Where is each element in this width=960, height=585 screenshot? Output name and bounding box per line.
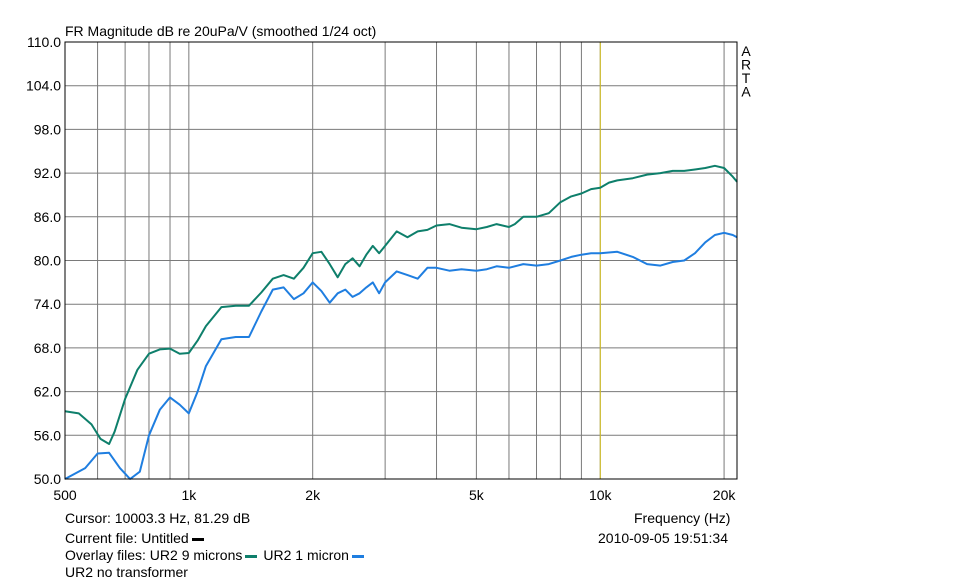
y-tick-label: 86.0 [34, 209, 61, 225]
current-file-line: Current file: Untitled [65, 530, 210, 546]
watermark-letter: T [742, 70, 751, 86]
y-tick-labels: 50.0 56.0 62.0 68.0 74.0 80.0 86.0 92.0 98.0 104.… [26, 34, 61, 487]
overlay-swatch-1-micron [351, 554, 364, 558]
overlay-swatch-9-microns [245, 554, 258, 558]
y-tick-label: 56.0 [34, 427, 61, 443]
grid [65, 42, 737, 479]
y-tick-label: 80.0 [34, 253, 61, 269]
overlay-files-line: Overlay files: UR2 9 microns UR2 1 micron [65, 547, 370, 563]
x-tick-label: 10k [589, 487, 613, 503]
current-file-swatch [191, 537, 204, 541]
y-tick-label: 98.0 [34, 121, 61, 137]
cursor-readout: Cursor: 10003.3 Hz, 81.29 dB [65, 510, 251, 526]
overlay-file-3: UR2 no transformer [65, 564, 188, 580]
timestamp: 2010-09-05 19:51:34 [598, 530, 728, 546]
y-tick-label: 92.0 [34, 165, 61, 181]
x-tick-label: 1k [181, 487, 197, 503]
x-tick-label: 20k [713, 487, 737, 503]
watermark-letter: A [741, 84, 751, 100]
watermark-letter: R [741, 57, 751, 73]
overlay-file-2: UR2 1 micron [263, 547, 349, 563]
chart-title: FR Magnitude dB re 20uPa/V (smoothed 1/2… [65, 23, 376, 39]
plot-frame [64, 41, 738, 480]
x-tick-label: 2k [305, 487, 321, 503]
x-tick-label: 500 [53, 487, 77, 503]
series-layer [64, 164, 738, 480]
y-tick-label: 74.0 [34, 296, 61, 312]
series-line-ur2-9-microns [64, 164, 738, 445]
x-tick-label: 5k [469, 487, 485, 503]
x-tick-labels: 500 1k 2k 5k 10k 20k [53, 487, 736, 503]
overlay-files-label: Overlay files: UR2 9 microns [65, 547, 243, 563]
series-line-ur2-1-micron [64, 231, 738, 480]
x-axis-label: Frequency (Hz) [634, 510, 731, 526]
watermark-letter: A [741, 43, 751, 59]
y-tick-label: 110.0 [27, 34, 61, 50]
y-tick-label: 50.0 [34, 471, 61, 487]
current-file-label: Current file: Untitled [65, 530, 189, 546]
y-tick-label: 62.0 [34, 384, 61, 400]
y-tick-label: 68.0 [34, 340, 61, 356]
y-tick-label: 104.0 [26, 78, 61, 94]
